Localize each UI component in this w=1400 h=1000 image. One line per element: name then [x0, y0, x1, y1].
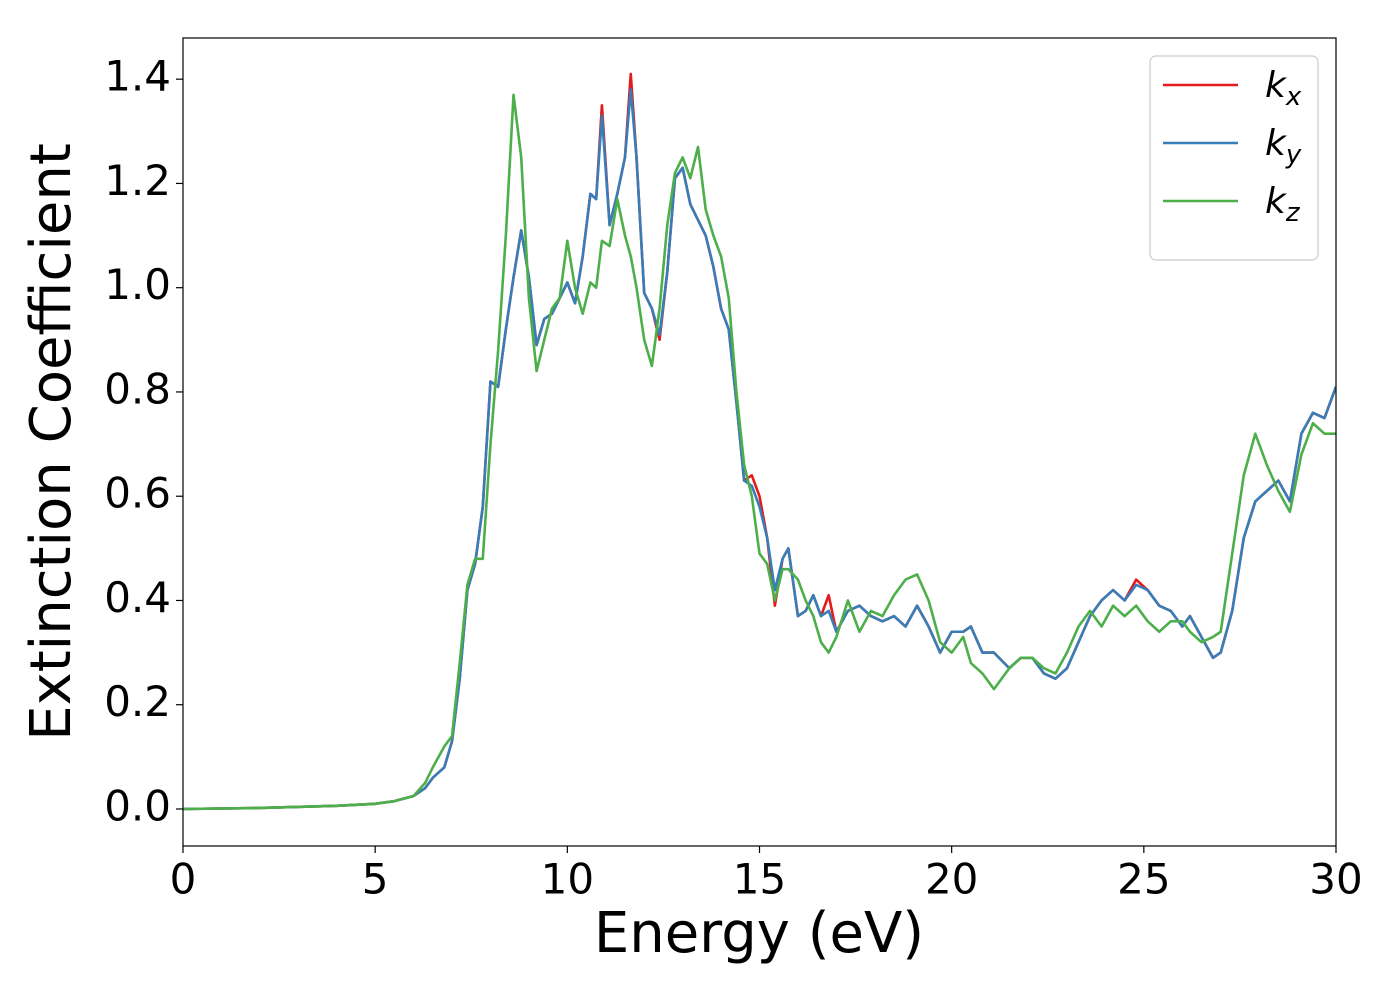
y-tick-label: 1.2: [104, 156, 171, 205]
y-axis-label: Extinction Coefficient: [19, 143, 84, 741]
y-tick-label: 0.4: [104, 573, 171, 622]
y-tick-label: 0.8: [104, 364, 171, 413]
x-tick-label: 0: [170, 855, 197, 904]
x-tick-label: 20: [925, 855, 978, 904]
legend-label: ky: [1265, 123, 1302, 170]
series-line: [183, 88, 1336, 811]
y-tick-label: 0.6: [104, 469, 171, 518]
series-line: [183, 93, 1336, 811]
legend-label: kx: [1265, 65, 1302, 112]
x-tick-label: 5: [362, 855, 389, 904]
y-tick-label: 1.0: [104, 260, 171, 309]
x-tick-label: 25: [1117, 855, 1170, 904]
y-tick-label: 1.4: [104, 52, 171, 101]
plot-lines: [183, 72, 1336, 811]
x-tick-label: 15: [733, 855, 786, 904]
x-tick-label: 30: [1309, 855, 1362, 904]
y-tick-label: 0.0: [104, 781, 171, 830]
x-tick-label: 10: [541, 855, 594, 904]
legend-label: kz: [1265, 181, 1301, 228]
y-tick-label: 0.2: [104, 677, 171, 726]
legend-box: [1149, 55, 1319, 261]
x-axis-label: Energy (eV): [594, 901, 924, 966]
